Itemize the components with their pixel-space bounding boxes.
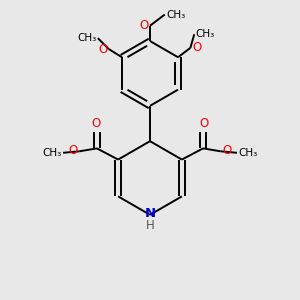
Text: CH₃: CH₃ [238, 148, 258, 158]
Text: O: O [69, 144, 78, 157]
Text: CH₃: CH₃ [77, 33, 96, 43]
Text: CH₃: CH₃ [196, 29, 215, 39]
Text: H: H [146, 219, 154, 232]
Text: CH₃: CH₃ [42, 148, 62, 158]
Text: CH₃: CH₃ [166, 10, 185, 20]
Text: O: O [140, 19, 149, 32]
Text: O: O [91, 117, 101, 130]
Text: O: O [222, 144, 231, 157]
Text: O: O [98, 43, 107, 56]
Text: O: O [192, 41, 201, 54]
Text: O: O [200, 117, 209, 130]
Text: N: N [144, 207, 156, 220]
